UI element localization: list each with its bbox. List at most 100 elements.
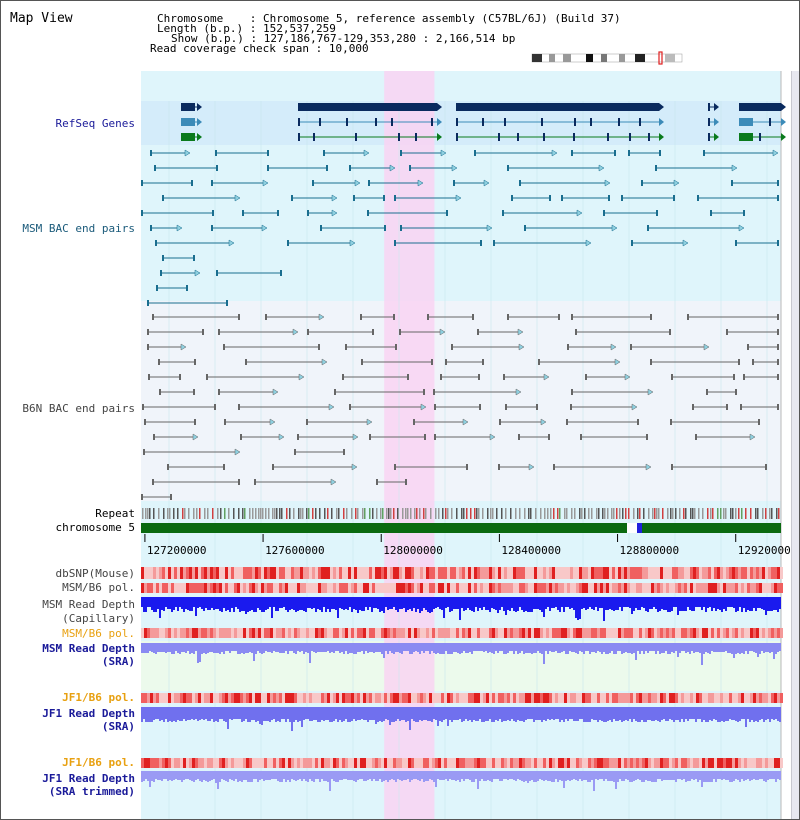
msm-b6-pol-2-cell[interactable]	[279, 628, 282, 638]
msm-depth-sra-bar[interactable]	[271, 643, 273, 653]
msm-depth-sra-bar[interactable]	[435, 643, 437, 654]
msm-depth-sra-bar[interactable]	[301, 643, 303, 651]
jf1-b6-pol-1-cell[interactable]	[480, 693, 483, 703]
jf1-depth-sra-bar[interactable]	[513, 707, 515, 721]
repeat-element[interactable]	[438, 508, 440, 519]
jf1-b6-pol-1-cell[interactable]	[264, 693, 267, 703]
jf1-depth-sra-bar[interactable]	[705, 707, 707, 722]
msm-depth-sra-bar[interactable]	[333, 643, 335, 653]
msm-depth-sra-bar[interactable]	[245, 643, 247, 653]
msm-b6-pol-2-cell[interactable]	[552, 628, 555, 638]
msm-depth-sra-bar[interactable]	[537, 643, 539, 651]
b6n-bac-pair-end-arrow[interactable]	[703, 343, 710, 351]
jf1-b6-pol-1-cell[interactable]	[426, 693, 429, 703]
jf1-b6-pol-1-cell[interactable]	[495, 693, 498, 703]
dbsnp-cell[interactable]	[666, 567, 669, 579]
repeat-element[interactable]	[574, 508, 576, 519]
jf1-depth-sra-bar[interactable]	[167, 707, 169, 722]
gene-exon[interactable]	[346, 118, 348, 126]
msm-b6-pol-2-cell[interactable]	[435, 628, 438, 638]
gene-exon[interactable]	[708, 103, 710, 111]
jf1-depth-sra-bar[interactable]	[233, 707, 235, 719]
jf1-depth-sra-bar[interactable]	[627, 707, 629, 721]
msm-b6-pol-1-cell[interactable]	[273, 583, 276, 593]
jf1-depth-trim-bar[interactable]	[625, 771, 627, 779]
msm-depth-cap-bar[interactable]	[543, 597, 545, 617]
msm-b6-pol-2-cell[interactable]	[153, 628, 156, 638]
msm-b6-pol-1-cell[interactable]	[225, 583, 228, 593]
msm-depth-cap-bar[interactable]	[585, 597, 587, 610]
dbsnp-cell[interactable]	[573, 567, 576, 579]
msm-b6-pol-1-cell[interactable]	[186, 583, 189, 593]
msm-b6-pol-2-cell[interactable]	[171, 628, 174, 638]
msm-depth-sra-bar[interactable]	[593, 643, 595, 652]
msm-b6-pol-2-cell[interactable]	[702, 628, 705, 638]
msm-b6-pol-1-cell[interactable]	[360, 583, 363, 593]
msm-b6-pol-1-cell[interactable]	[423, 583, 426, 593]
dbsnp-cell[interactable]	[657, 567, 660, 579]
jf1-b6-pol-1-cell[interactable]	[354, 693, 357, 703]
msm-depth-cap-bar[interactable]	[253, 597, 255, 612]
jf1-b6-pol-1-cell[interactable]	[636, 693, 639, 703]
jf1-depth-sra-bar[interactable]	[761, 707, 763, 719]
b6n-bac-pair-end-arrow[interactable]	[489, 433, 496, 441]
jf1-b6-pol-2-cell[interactable]	[762, 758, 765, 768]
msm-depth-cap-bar[interactable]	[255, 597, 257, 612]
repeat-element[interactable]	[581, 508, 583, 519]
b6n-bac-pair-end[interactable]	[687, 314, 689, 320]
gene-exon[interactable]	[543, 133, 545, 141]
b6n-bac-pair-end[interactable]	[206, 374, 208, 380]
msm-depth-cap-bar[interactable]	[473, 597, 475, 612]
dbsnp-cell[interactable]	[762, 567, 765, 579]
b6n-bac-pair-end[interactable]	[153, 434, 155, 440]
msm-depth-sra-bar[interactable]	[259, 643, 261, 653]
repeat-element[interactable]	[670, 508, 672, 519]
msm-depth-sra-bar[interactable]	[229, 643, 231, 653]
b6n-bac-pair-end[interactable]	[424, 434, 426, 440]
jf1-b6-pol-1-cell[interactable]	[645, 693, 648, 703]
msm-depth-sra-bar[interactable]	[441, 643, 443, 654]
msm-b6-pol-1-cell[interactable]	[387, 583, 390, 593]
dbsnp-cell[interactable]	[354, 567, 357, 579]
b6n-bac-pair-end[interactable]	[553, 464, 555, 470]
dbsnp-cell[interactable]	[234, 567, 237, 579]
jf1-depth-sra-bar[interactable]	[693, 707, 695, 719]
dbsnp-cell[interactable]	[480, 567, 483, 579]
jf1-b6-pol-2-cell[interactable]	[777, 758, 780, 768]
jf1-b6-pol-1-cell[interactable]	[573, 693, 576, 703]
jf1-depth-sra-bar[interactable]	[247, 707, 249, 722]
jf1-b6-pol-2-cell[interactable]	[420, 758, 423, 768]
jf1-depth-trim-bar[interactable]	[567, 771, 569, 780]
jf1-b6-pol-2-cell[interactable]	[288, 758, 291, 768]
jf1-depth-sra-bar[interactable]	[263, 707, 265, 721]
dbsnp-cell[interactable]	[342, 567, 345, 579]
msm-depth-sra-bar[interactable]	[443, 643, 445, 654]
dbsnp-cell[interactable]	[531, 567, 534, 579]
msm-bac-pair-end[interactable]	[659, 150, 661, 156]
msm-b6-pol-2-cell[interactable]	[162, 628, 165, 638]
msm-depth-sra-bar[interactable]	[351, 643, 353, 653]
jf1-depth-trim-bar[interactable]	[471, 771, 473, 782]
jf1-depth-sra-bar[interactable]	[479, 707, 481, 719]
jf1-b6-pol-1-cell[interactable]	[381, 693, 384, 703]
msm-depth-cap-bar[interactable]	[357, 597, 359, 613]
b6n-bac-pair-end[interactable]	[223, 344, 225, 350]
msm-b6-pol-2-cell[interactable]	[465, 628, 468, 638]
msm-depth-sra-bar[interactable]	[701, 643, 703, 665]
dbsnp-cell[interactable]	[366, 567, 369, 579]
msm-depth-cap-bar[interactable]	[493, 597, 495, 609]
msm-b6-pol-1-cell[interactable]	[459, 583, 462, 593]
b6n-bac-pair-end[interactable]	[369, 434, 371, 440]
msm-b6-pol-1-cell[interactable]	[150, 583, 153, 593]
msm-b6-pol-1-cell[interactable]	[750, 583, 753, 593]
msm-depth-cap-bar[interactable]	[461, 597, 463, 608]
jf1-depth-sra-bar[interactable]	[615, 707, 617, 721]
repeat-element[interactable]	[308, 508, 310, 519]
jf1-depth-sra-bar[interactable]	[257, 707, 259, 721]
msm-bac-pair-end[interactable]	[453, 180, 455, 186]
msm-depth-sra-bar[interactable]	[223, 643, 225, 654]
msm-b6-pol-1-cell[interactable]	[705, 583, 708, 593]
jf1-depth-trim-bar[interactable]	[455, 771, 457, 781]
msm-b6-pol-1-cell[interactable]	[582, 583, 585, 593]
msm-b6-pol-1-cell[interactable]	[723, 583, 726, 593]
